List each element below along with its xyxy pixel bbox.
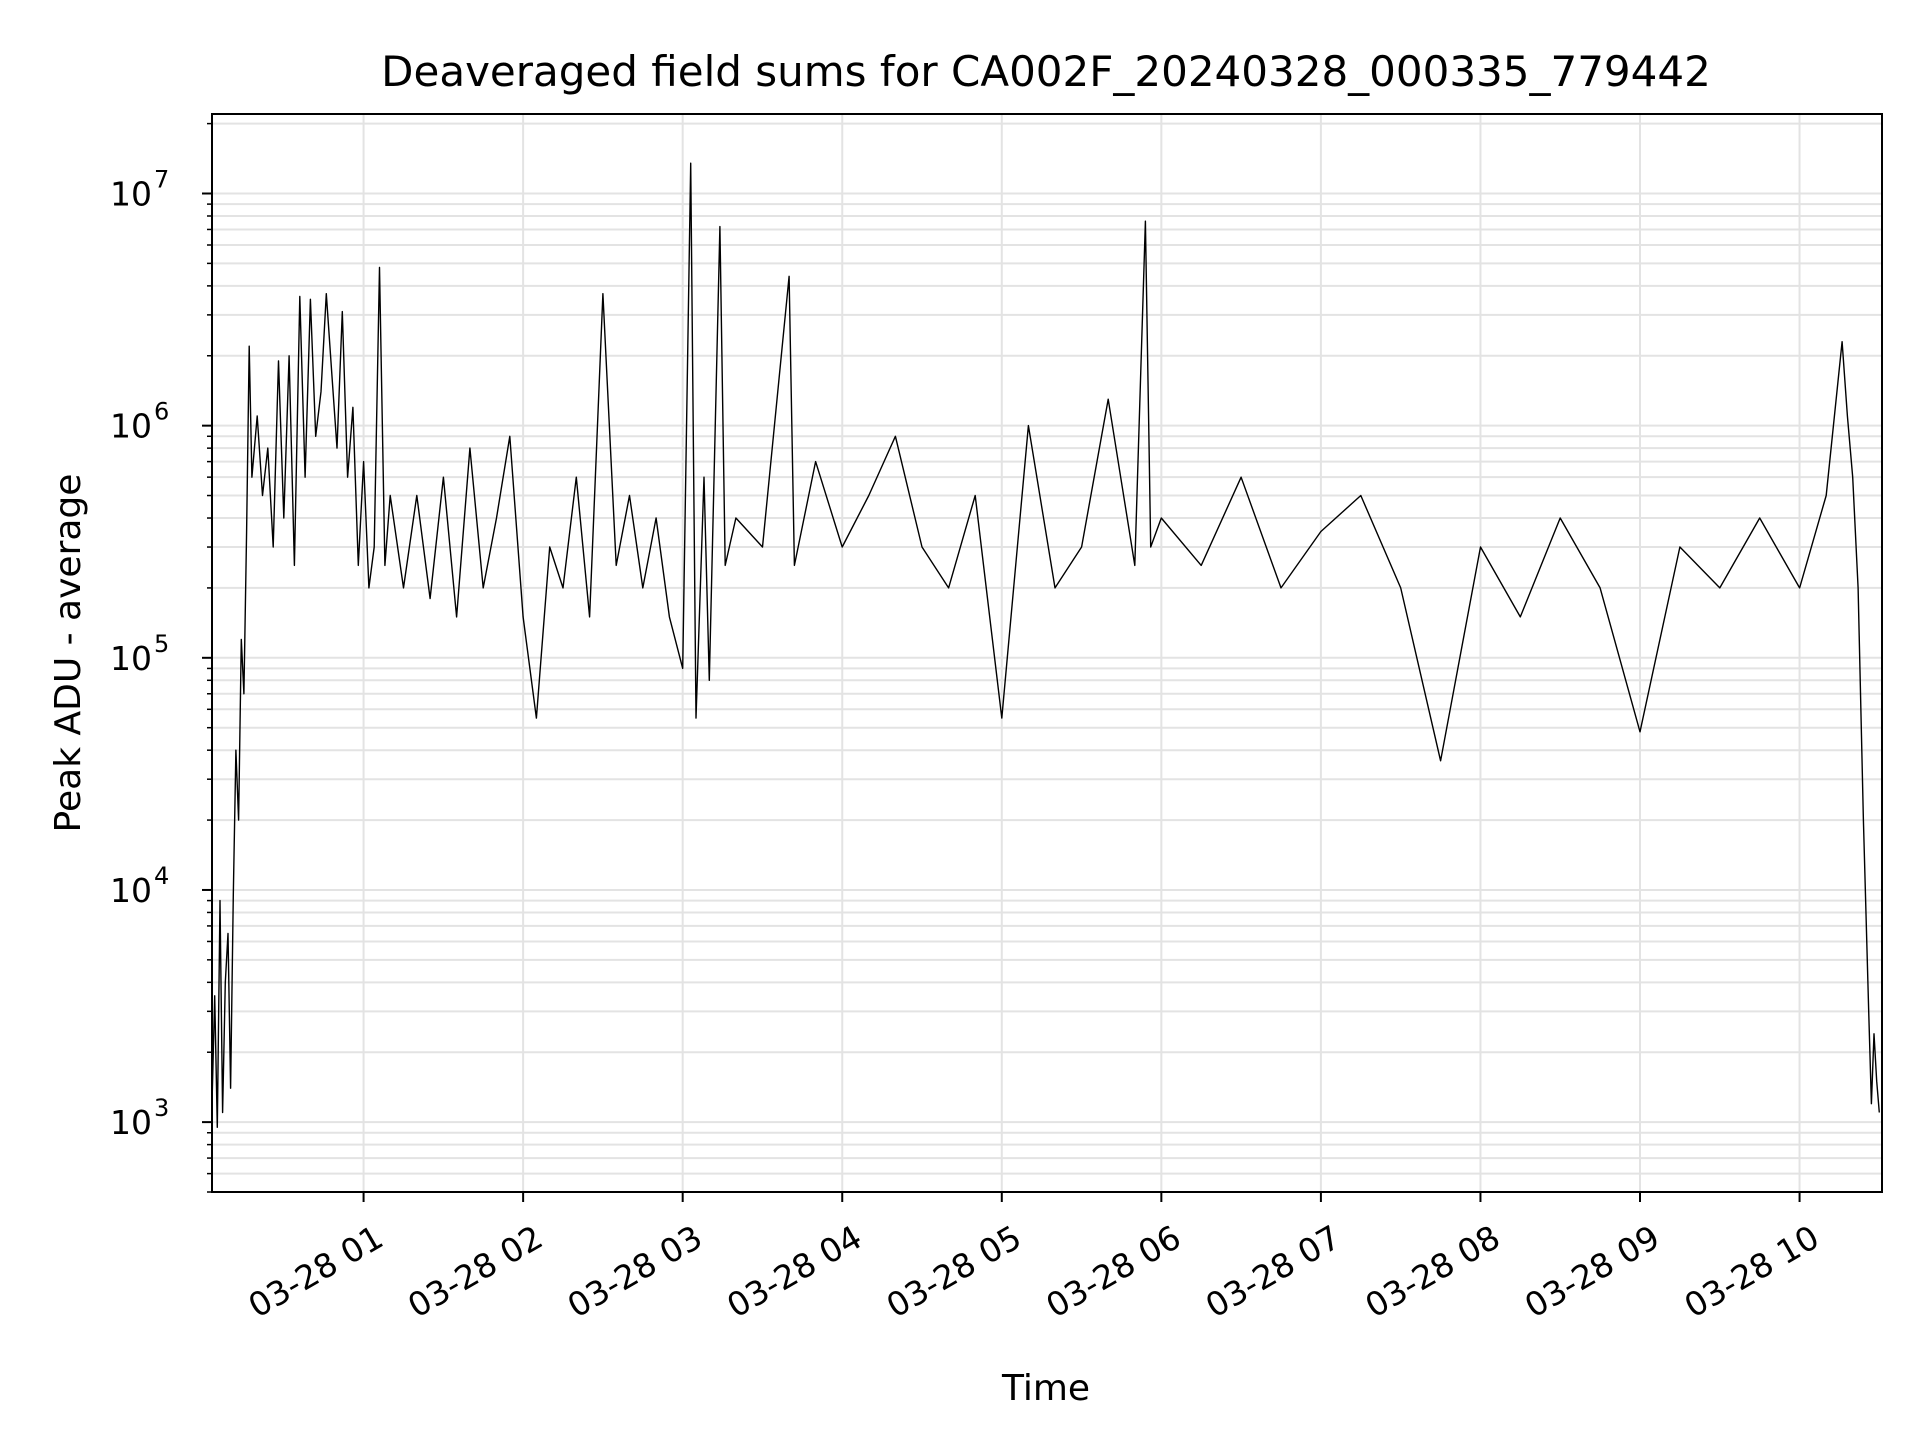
y-tick-exponent: 3 [154,1094,169,1122]
y-axis-label: Peak ADU - average [48,474,89,833]
y-tick-label: 10 [110,174,152,213]
y-tick-label: 10 [110,871,152,910]
y-tick-exponent: 7 [154,165,169,193]
plot-area [211,162,1880,1128]
grid [212,114,1882,1193]
y-tick-exponent: 4 [154,862,169,890]
chart-title: Deaveraged field sums for CA002F_2024032… [381,47,1711,96]
y-tick-exponent: 6 [154,398,169,426]
y-tick-label: 10 [110,407,152,446]
axes-frame [211,113,1883,1193]
x-axis-label: Time [1001,1368,1090,1409]
y-tick-label: 10 [110,1103,152,1142]
y-tick-exponent: 5 [154,630,169,658]
y-tick-label: 10 [110,639,152,678]
series-line [211,162,1880,1128]
